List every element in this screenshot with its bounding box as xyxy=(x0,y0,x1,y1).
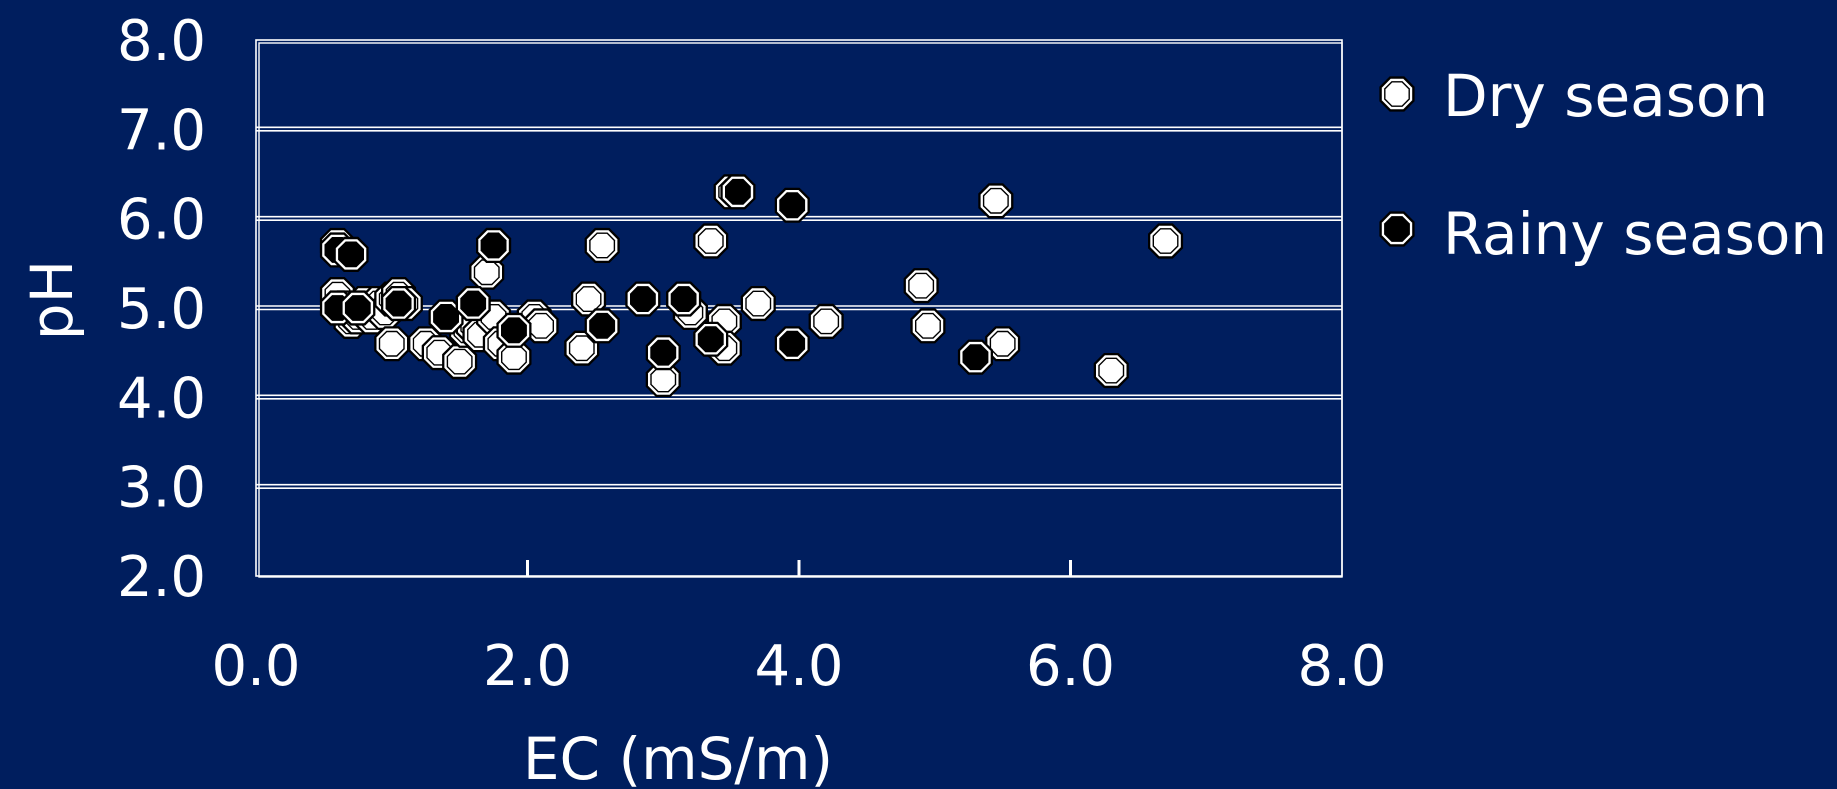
dry-season-point xyxy=(910,308,946,344)
marker-fill xyxy=(780,332,804,356)
dry-season-point xyxy=(584,227,620,263)
rainy-season-point xyxy=(625,281,661,317)
plot-frame xyxy=(255,39,1343,578)
rainy-season-point xyxy=(496,312,532,348)
rainy-season-point xyxy=(476,227,512,263)
marker-fill xyxy=(339,242,363,266)
dry-season-point xyxy=(808,303,844,339)
marker-fill xyxy=(529,314,553,338)
marker-fill xyxy=(909,274,933,298)
rainy-season-point xyxy=(455,286,491,322)
marker-fill xyxy=(380,332,404,356)
y-tick-label: 2.0 xyxy=(117,545,206,610)
y-tick-label: 6.0 xyxy=(117,188,206,253)
y-tick-label: 5.0 xyxy=(117,277,206,342)
marker-fill xyxy=(502,345,526,369)
marker-fill xyxy=(963,345,987,369)
marker-fill xyxy=(482,233,506,257)
dry-season-point xyxy=(442,344,478,380)
marker-fill xyxy=(746,292,770,316)
x-tick-label: 8.0 xyxy=(1297,634,1386,699)
dry-season-point xyxy=(740,286,776,322)
y-tick-label: 8.0 xyxy=(117,9,206,74)
legend-dry-season-octagon xyxy=(1379,76,1415,112)
rainy-season-point xyxy=(333,236,369,272)
rainy-season-point xyxy=(774,326,810,362)
marker-fill xyxy=(570,336,594,360)
y-tick-label: 7.0 xyxy=(117,98,206,163)
dry-season-point xyxy=(523,308,559,344)
dry-season-point xyxy=(903,268,939,304)
marker-fill xyxy=(475,260,499,284)
marker-fill xyxy=(1099,359,1123,383)
marker-fill xyxy=(699,229,723,253)
dry-season-point xyxy=(1093,353,1129,389)
y-tick-label: 3.0 xyxy=(117,456,206,521)
x-axis-title: EC (mS/m) xyxy=(523,725,833,789)
marker-fill xyxy=(726,180,750,204)
dry-season-point xyxy=(496,339,532,375)
x-tick-labels: 0.0 2.0 4.0 6.0 8.0 xyxy=(211,634,1386,699)
legend-dry-season-label: Dry season xyxy=(1443,62,1768,130)
marker-fill xyxy=(1385,217,1409,241)
rainy-season-point xyxy=(693,321,729,357)
rainy-season-point xyxy=(666,281,702,317)
rainy-season-point xyxy=(428,299,464,335)
marker-fill xyxy=(590,233,614,257)
x-tick-label: 0.0 xyxy=(211,634,300,699)
marker-fill xyxy=(1385,82,1409,106)
marker-fill xyxy=(814,309,838,333)
marker-fill xyxy=(672,287,696,311)
marker-fill xyxy=(434,305,458,329)
rainy-season-point xyxy=(957,339,993,375)
marker-fill xyxy=(631,287,655,311)
marker-fill xyxy=(502,318,526,342)
marker-fill xyxy=(387,292,411,316)
x-tick-label: 4.0 xyxy=(754,634,843,699)
dry-season-point xyxy=(978,183,1014,219)
y-tick-labels: 8.0 7.0 6.0 5.0 4.0 3.0 2.0 xyxy=(117,9,206,610)
marker-fill xyxy=(577,287,601,311)
legend-rainy-season-label: Rainy season xyxy=(1443,200,1827,268)
legend-dry-season-marker xyxy=(1379,76,1415,112)
marker-fill xyxy=(651,367,675,391)
marker-fill xyxy=(1154,229,1178,253)
marker-fill xyxy=(448,350,472,374)
marker-fill xyxy=(699,327,723,351)
dry-season-point xyxy=(564,330,600,366)
y-tick-label: 4.0 xyxy=(117,366,206,431)
rainy-season-point xyxy=(774,187,810,223)
y-axis-title: pH xyxy=(18,260,86,340)
legend-rainy-season-octagon xyxy=(1379,211,1415,247)
marker-fill xyxy=(651,341,675,365)
rainy-season-point xyxy=(584,308,620,344)
dry-season-point xyxy=(374,326,410,362)
marker-fill xyxy=(590,314,614,338)
rainy-season-point xyxy=(381,286,417,322)
x-tick-label: 2.0 xyxy=(483,634,572,699)
marker-fill xyxy=(984,189,1008,213)
marker-fill xyxy=(461,292,485,316)
marker-fill xyxy=(991,332,1015,356)
dry-season-point xyxy=(985,326,1021,362)
dry-season-point xyxy=(1148,223,1184,259)
marker-fill xyxy=(780,193,804,217)
dry-season-point xyxy=(645,361,681,397)
dry-season-point xyxy=(693,223,729,259)
rainy-season-series xyxy=(319,174,993,375)
x-tick-label: 6.0 xyxy=(1026,634,1115,699)
rainy-season-point xyxy=(720,174,756,210)
legend-rainy-season-marker xyxy=(1379,211,1415,247)
rainy-season-point xyxy=(340,290,376,326)
rainy-season-point xyxy=(645,335,681,371)
dry-season-point xyxy=(469,254,505,290)
legend: Dry season Rainy season xyxy=(1379,62,1827,268)
marker-fill xyxy=(916,314,940,338)
plot-border-inner xyxy=(258,42,1343,578)
marker-fill xyxy=(346,296,370,320)
dry-season-point xyxy=(571,281,607,317)
dry-season-series xyxy=(319,174,1184,397)
